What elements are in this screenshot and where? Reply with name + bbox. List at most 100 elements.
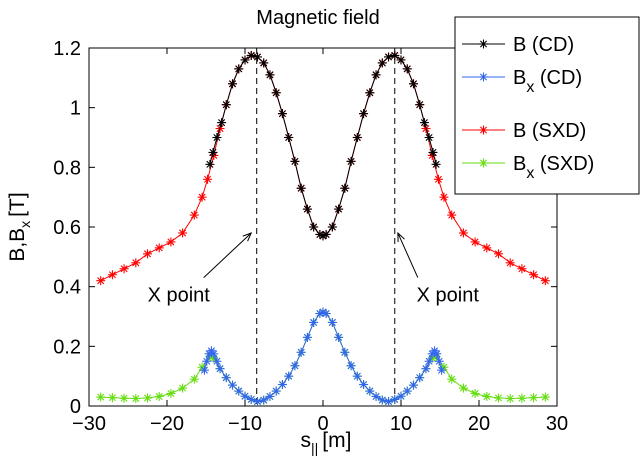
legend-label-rest: (CD): [534, 67, 582, 89]
data-point: [408, 79, 418, 89]
data-point: [107, 393, 117, 403]
data-point: [240, 391, 250, 401]
y-tick-label: 0: [70, 396, 81, 418]
legend-label: Bx (SXD): [513, 153, 594, 182]
data-point: [208, 147, 218, 157]
data-point: [212, 133, 222, 142]
data-point: [482, 391, 492, 401]
y-tick-label: 0.8: [53, 157, 81, 179]
data-point: [529, 270, 539, 280]
legend-label-rest: (SXD): [526, 120, 586, 142]
legend-entry: Bx (SXD): [462, 153, 594, 182]
annotations: X point X point: [148, 231, 479, 307]
data-point: [447, 374, 457, 384]
data-point: [396, 391, 406, 401]
x-point-label: X point: [148, 285, 211, 307]
data-point: [178, 228, 188, 238]
data-point: [221, 373, 231, 383]
data-point: [428, 147, 438, 157]
y-tick-label: 0.6: [53, 217, 81, 239]
annotation-arrowhead: [397, 231, 405, 243]
data-point: [384, 52, 394, 62]
data-point: [205, 159, 215, 169]
legend-label-sub: x: [526, 165, 534, 182]
data-point: [377, 395, 387, 405]
x-axis-label-sub: ||: [311, 440, 318, 456]
data-point: [433, 174, 443, 184]
series-layer: [96, 50, 550, 407]
legend-label: B (SXD): [513, 120, 586, 142]
data-point: [228, 79, 238, 89]
data-point: [309, 317, 319, 327]
data-point: [352, 133, 362, 142]
data-point: [352, 371, 362, 381]
data-point: [458, 228, 468, 238]
data-point: [415, 373, 425, 383]
y-tick-label: 0.4: [53, 277, 81, 299]
data-point: [424, 133, 434, 142]
data-point: [424, 356, 434, 366]
data-point: [302, 204, 312, 214]
data-point: [221, 100, 231, 110]
data-point: [359, 380, 369, 390]
series-1: [205, 50, 441, 241]
legend-marker: [479, 125, 488, 135]
data-point: [371, 391, 381, 401]
data-point: [217, 118, 227, 128]
data-point: [259, 395, 269, 405]
data-point: [131, 258, 141, 268]
chart-title: Magnetic field: [256, 7, 379, 29]
x-tick-label: 30: [546, 413, 568, 435]
legend-label: Bx (CD): [513, 67, 582, 96]
data-point: [203, 174, 213, 184]
x-tick-label: 10: [390, 413, 412, 435]
annotation-arrow: [397, 232, 419, 278]
data-point: [447, 210, 457, 220]
data-point: [143, 393, 152, 403]
data-point: [96, 392, 106, 402]
data-point: [234, 64, 244, 74]
y-tick-label: 1.2: [53, 38, 81, 60]
legend-label-main: B: [513, 120, 526, 142]
legend: B (CD)Bx (CD) B (SXD) Bx (SXD): [454, 16, 640, 195]
data-point: [371, 70, 381, 80]
data-point: [396, 55, 406, 65]
data-point: [290, 156, 300, 166]
data-point: [327, 317, 337, 327]
data-point: [166, 237, 176, 247]
data-point: [421, 364, 431, 374]
data-point: [384, 397, 394, 407]
data-point: [346, 156, 356, 166]
data-point: [199, 365, 209, 375]
data-point: [494, 249, 503, 259]
data-point: [432, 349, 442, 359]
data-point: [154, 243, 164, 253]
data-point: [284, 371, 294, 381]
data-point: [517, 393, 527, 403]
data-point: [212, 356, 222, 366]
data-point: [334, 332, 344, 342]
data-point: [166, 388, 176, 398]
legend-label-rest: (SXD): [534, 153, 594, 175]
data-point: [390, 50, 400, 60]
data-point: [284, 133, 294, 142]
data-point: [517, 264, 527, 274]
data-point: [359, 109, 369, 119]
data-point: [365, 88, 375, 98]
data-point: [340, 183, 350, 193]
y-tick-label: 1: [70, 98, 81, 120]
y-axis-label-unit: [T]: [6, 192, 29, 217]
data-point: [402, 386, 412, 396]
x-tick-label: 0: [317, 413, 328, 435]
data-point: [434, 356, 444, 366]
data-point: [365, 386, 375, 396]
data-point: [458, 383, 468, 393]
x-tick-label: 20: [468, 413, 490, 435]
data-point: [494, 393, 503, 403]
data-point: [119, 264, 129, 274]
data-point: [482, 243, 492, 253]
data-point: [107, 270, 117, 280]
data-point: [437, 365, 447, 375]
data-point: [252, 52, 262, 62]
